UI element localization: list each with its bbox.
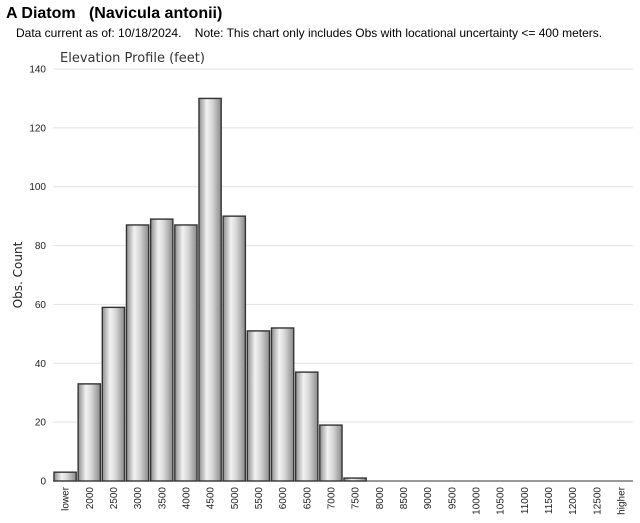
- bar-4500: [198, 97, 222, 482]
- x-tick-label: 9500: [447, 487, 458, 510]
- x-tick-label: 9000: [423, 487, 434, 510]
- bar-6500: [294, 371, 319, 482]
- x-tick-label: higher: [616, 486, 627, 514]
- bar-lower: [53, 471, 77, 482]
- bar-7000: [319, 424, 343, 482]
- x-tick-label: 12500: [592, 487, 603, 515]
- bar-layer: [53, 97, 367, 482]
- y-tick-label: 80: [35, 241, 47, 252]
- y-tick-label: 40: [35, 359, 47, 370]
- y-tick-label: 20: [35, 418, 47, 429]
- chart-title: Elevation Profile (feet): [60, 51, 205, 66]
- x-tick-label: 12000: [568, 487, 579, 515]
- x-tick-label: 4000: [181, 487, 192, 510]
- y-tick-label: 60: [35, 300, 47, 311]
- x-tick-label: 3500: [157, 487, 168, 510]
- data-note: Data current as of: 10/18/2024. Note: Th…: [16, 26, 603, 40]
- bar-5000: [222, 215, 247, 482]
- x-tick-label: 6500: [302, 487, 313, 510]
- page-title: A Diatom (Navicula antonii): [6, 5, 223, 22]
- x-tick-label: 11000: [520, 487, 531, 515]
- bar-3000: [125, 224, 150, 482]
- x-tick-label: 10000: [471, 487, 482, 515]
- x-tick-label: 4500: [206, 487, 217, 510]
- y-tick-label: 0: [40, 477, 46, 488]
- bar-3500: [149, 218, 174, 482]
- y-tick-label: 140: [29, 65, 46, 76]
- x-tick-label: 10500: [496, 487, 507, 515]
- x-tick-label: 2500: [109, 487, 120, 510]
- x-tick-label: 6000: [278, 487, 289, 510]
- x-tick-label: 7500: [351, 487, 362, 510]
- x-tick-label: 2000: [85, 487, 96, 510]
- x-tick-label: 7000: [326, 487, 337, 510]
- x-tick-label: 5000: [230, 487, 241, 510]
- bar-2500: [101, 306, 126, 482]
- x-tick-label: 8000: [375, 487, 386, 510]
- x-tick-label: 3000: [133, 487, 144, 510]
- x-tick-label: 5500: [254, 487, 265, 510]
- y-tick-label: 100: [29, 182, 46, 193]
- x-tick-label: 11500: [544, 487, 555, 515]
- grid-layer: [53, 68, 633, 423]
- y-axis-label: Obs. Count: [11, 241, 25, 308]
- x-tick-label: lower: [61, 486, 72, 511]
- bar-6000: [270, 327, 295, 482]
- bar-4000: [174, 224, 198, 482]
- bar-5500: [246, 330, 271, 482]
- y-tick-label: 120: [29, 123, 46, 134]
- x-tick-label: 8500: [399, 487, 410, 510]
- bar-2000: [77, 383, 102, 482]
- axis-layer: 0 20 40 60 80 100 120 140 lower 2000 2500 3000 3500 4…: [29, 65, 633, 515]
